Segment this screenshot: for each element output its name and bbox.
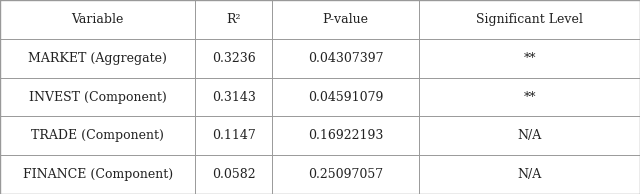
Text: 0.25097057: 0.25097057 — [308, 168, 383, 181]
Text: 0.16922193: 0.16922193 — [308, 129, 383, 142]
Text: **: ** — [524, 90, 536, 104]
Text: 0.0582: 0.0582 — [212, 168, 255, 181]
Text: MARKET (Aggregate): MARKET (Aggregate) — [28, 52, 167, 65]
Text: 0.3236: 0.3236 — [212, 52, 255, 65]
Text: R²: R² — [227, 13, 241, 26]
Text: N/A: N/A — [518, 129, 541, 142]
Text: 0.1147: 0.1147 — [212, 129, 255, 142]
Text: 0.04591079: 0.04591079 — [308, 90, 383, 104]
Text: N/A: N/A — [518, 168, 541, 181]
Text: 0.04307397: 0.04307397 — [308, 52, 383, 65]
Text: Significant Level: Significant Level — [476, 13, 583, 26]
Text: Variable: Variable — [72, 13, 124, 26]
Text: TRADE (Component): TRADE (Component) — [31, 129, 164, 142]
Text: P-value: P-value — [323, 13, 369, 26]
Text: INVEST (Component): INVEST (Component) — [29, 90, 166, 104]
Text: 0.3143: 0.3143 — [212, 90, 255, 104]
Text: **: ** — [524, 52, 536, 65]
Text: FINANCE (Component): FINANCE (Component) — [22, 168, 173, 181]
